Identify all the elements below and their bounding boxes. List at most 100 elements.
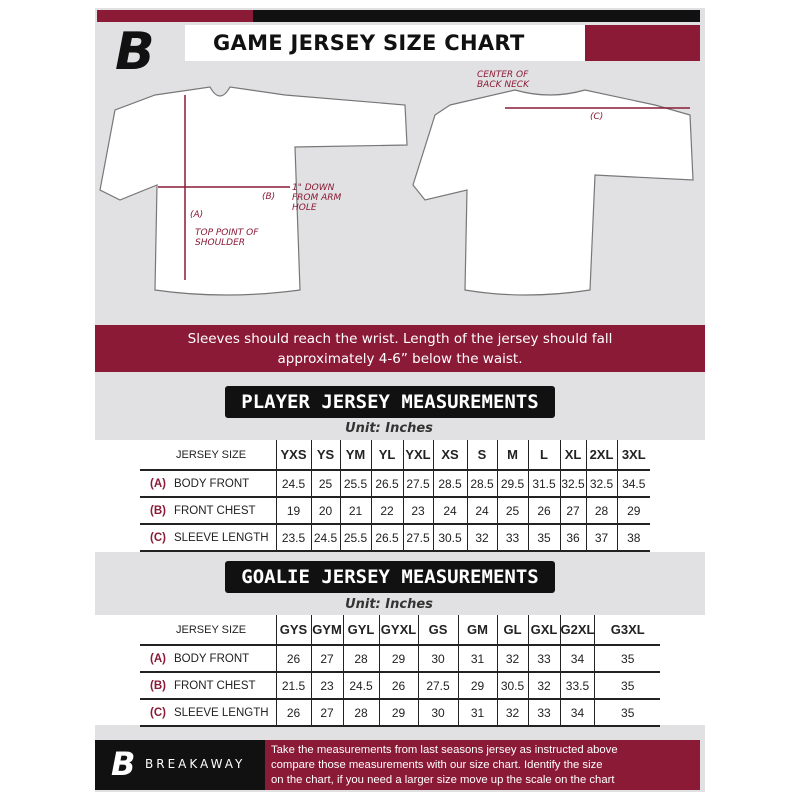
footer-brand-name: BREAKAWAY bbox=[145, 757, 246, 771]
row-name: FRONT CHEST bbox=[173, 504, 256, 517]
measurement-cell: 24 bbox=[432, 497, 467, 525]
measurement-cell: 30 bbox=[417, 645, 458, 673]
player-table-panel: JERSEY SIZE YXS YS YM YL YXL XS S M L XL 2XL 3XL (A) B… bbox=[95, 440, 705, 552]
measurement-cell: 35 bbox=[594, 672, 660, 700]
row-label: (A) BODY FRONT bbox=[140, 470, 276, 498]
size-header: GYL bbox=[342, 615, 379, 646]
header-label: JERSEY SIZE bbox=[140, 440, 276, 471]
row-name: SLEEVE LENGTH bbox=[173, 531, 269, 544]
measurement-cell: 38 bbox=[616, 524, 650, 552]
label-b: (B) bbox=[262, 192, 276, 202]
measurement-cell: 25.5 bbox=[339, 470, 371, 498]
header-row: JERSEY SIZE YXS YS YM YL YXL XS S M L XL 2XL 3XL bbox=[140, 440, 650, 471]
size-header: GXL bbox=[527, 615, 560, 646]
measurement-cell: 20 bbox=[310, 497, 340, 525]
player-size-table: JERSEY SIZE YXS YS YM YL YXL XS S M L XL 2XL 3XL (A) B… bbox=[140, 440, 650, 552]
measurement-cell: 28.5 bbox=[432, 470, 467, 498]
measurement-cell: 27 bbox=[310, 645, 343, 673]
footer-brand-block: B BREAKAWAY bbox=[95, 740, 265, 790]
label-c: (C) bbox=[590, 112, 604, 122]
size-header: GM bbox=[457, 615, 497, 646]
measurement-cell: 33.5 bbox=[559, 672, 595, 700]
size-header: GYM bbox=[310, 615, 343, 646]
measurement-cell: 19 bbox=[275, 497, 311, 525]
size-header: XL bbox=[559, 440, 586, 471]
jersey-back-outline bbox=[412, 89, 694, 296]
table-row: (B) FRONT CHEST 21.5 23 24.5 26 27.5 29 30.5 32 33… bbox=[140, 672, 660, 700]
measurement-cell: 24 bbox=[466, 497, 497, 525]
brand-logo: B bbox=[115, 22, 155, 82]
size-header: YL bbox=[370, 440, 403, 471]
table-row: (A) BODY FRONT 26 27 28 29 30 31 32 33 34 35 bbox=[140, 645, 660, 673]
footer-text-1: Take the measurements from last seasons … bbox=[271, 744, 618, 756]
size-header: YXS bbox=[275, 440, 311, 471]
size-header: 2XL bbox=[585, 440, 617, 471]
measurement-cell: 29 bbox=[378, 645, 418, 673]
row-name: FRONT CHEST bbox=[173, 679, 256, 692]
measurement-cell: 26 bbox=[527, 497, 560, 525]
row-name: SLEEVE LENGTH bbox=[173, 706, 269, 719]
measurement-cell: 28 bbox=[585, 497, 617, 525]
row-letter: (A) bbox=[150, 477, 166, 490]
measurement-cell: 24.5 bbox=[342, 672, 379, 700]
measurement-cell: 28 bbox=[342, 645, 379, 673]
measurement-cell: 29 bbox=[378, 699, 418, 727]
jersey-front-outline bbox=[99, 86, 408, 296]
label-a: (A) bbox=[190, 210, 204, 220]
player-title: PLAYER JERSEY MEASUREMENTS bbox=[225, 386, 555, 418]
title-accent-block bbox=[585, 25, 700, 61]
measurement-cell: 31 bbox=[457, 645, 497, 673]
size-header: GYXL bbox=[378, 615, 418, 646]
measurement-cell: 29 bbox=[457, 672, 497, 700]
footer-instructions: Take the measurements from last seasons … bbox=[265, 740, 700, 790]
row-letter: (A) bbox=[150, 652, 166, 665]
measurement-cell: 34.5 bbox=[616, 470, 650, 498]
measurement-cell: 27.5 bbox=[402, 470, 433, 498]
jersey-diagram bbox=[99, 86, 694, 296]
measurement-cell: 23 bbox=[310, 672, 343, 700]
measurement-cell: 23 bbox=[402, 497, 433, 525]
measurement-cell: 32 bbox=[527, 672, 560, 700]
measurement-cell: 26 bbox=[275, 645, 311, 673]
size-header: GL bbox=[496, 615, 528, 646]
player-unit: Unit: Inches bbox=[345, 421, 433, 436]
header-label: JERSEY SIZE bbox=[140, 615, 276, 646]
footer-text-2: compare those measurements with our size… bbox=[271, 759, 603, 771]
measurement-cell: 27 bbox=[310, 699, 343, 727]
row-label: (C) SLEEVE LENGTH bbox=[140, 524, 276, 552]
header-row: JERSEY SIZE GYS GYM GYL GYXL GS GM GL GXL G2XL G3X… bbox=[140, 615, 660, 646]
measurement-cell: 29 bbox=[616, 497, 650, 525]
goalie-title: GOALIE JERSEY MEASUREMENTS bbox=[225, 561, 555, 593]
size-header: YS bbox=[310, 440, 340, 471]
footer-logo: B bbox=[111, 745, 136, 783]
measurement-cell: 30.5 bbox=[496, 672, 528, 700]
fit-note-line1: Sleeves should reach the wrist. Length o… bbox=[187, 331, 613, 347]
size-header: M bbox=[496, 440, 528, 471]
size-header: G2XL bbox=[559, 615, 595, 646]
measurement-cell: 35 bbox=[594, 645, 660, 673]
measurement-cell: 26.5 bbox=[370, 524, 403, 552]
label-c-desc: CENTER OF BACK NECK bbox=[477, 70, 529, 90]
measurement-cell: 27.5 bbox=[402, 524, 433, 552]
measurement-cell: 37 bbox=[585, 524, 617, 552]
measurement-cell: 21.5 bbox=[275, 672, 311, 700]
row-letter: (C) bbox=[150, 531, 166, 544]
table-row: (B) FRONT CHEST 19 20 21 22 23 24 24 25 26 27 28 29 bbox=[140, 497, 650, 525]
measurement-cell: 27.5 bbox=[417, 672, 458, 700]
fit-note-line2: approximately 4-6” below the waist. bbox=[277, 351, 523, 367]
measurement-cell: 25.5 bbox=[339, 524, 371, 552]
measurement-cell: 35 bbox=[527, 524, 560, 552]
measurement-cell: 33 bbox=[496, 524, 528, 552]
measurement-cell: 32.5 bbox=[559, 470, 586, 498]
measurement-cell: 23.5 bbox=[275, 524, 311, 552]
row-label: (B) FRONT CHEST bbox=[140, 672, 276, 700]
measurement-cell: 21 bbox=[339, 497, 371, 525]
row-name: BODY FRONT bbox=[173, 652, 250, 665]
label-b-desc: 1" DOWN FROM ARM HOLE bbox=[292, 183, 342, 213]
goalie-table-panel: JERSEY SIZE GYS GYM GYL GYXL GS GM GL GXL G2XL G3X… bbox=[95, 615, 705, 727]
size-header: YXL bbox=[402, 440, 433, 471]
measurement-cell: 25 bbox=[496, 497, 528, 525]
measurement-cell: 28.5 bbox=[466, 470, 497, 498]
measurement-cell: 26 bbox=[275, 699, 311, 727]
row-label: (A) BODY FRONT bbox=[140, 645, 276, 673]
